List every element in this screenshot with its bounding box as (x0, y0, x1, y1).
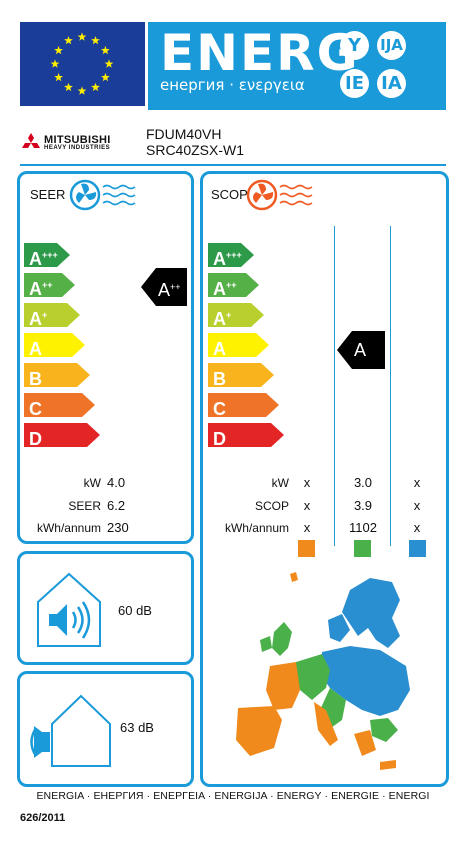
outdoor-sound-house-icon (26, 690, 116, 775)
heat-scop-warm: x (413, 498, 421, 513)
cooling-fan-icon (69, 178, 139, 217)
scale-plus: +++ (226, 250, 242, 260)
cool-label-kw: kW (83, 476, 101, 490)
indoor-model: FDUM40VH (146, 126, 222, 142)
eu-star-icon (104, 59, 114, 68)
heat-kw-average: 3.0 (353, 475, 373, 490)
divider (20, 164, 446, 166)
eu-star-icon (91, 36, 100, 45)
heating-scale-arrow: A (208, 333, 269, 357)
heating-scale-arrow: B (208, 363, 274, 387)
heating-scale-arrow: D (208, 423, 284, 447)
heating-scale-arrow: A+ (208, 303, 264, 327)
scale-letter: A (29, 309, 42, 329)
scale-letter: D (29, 429, 42, 449)
eu-star-icon (64, 82, 73, 92)
cooling-scale-arrow: A+ (24, 303, 80, 327)
cool-value-kwh: 230 (107, 520, 129, 535)
indoor-sound-panel (17, 551, 194, 665)
scale-letter: A (213, 339, 226, 359)
brand-name: MITSUBISHI (44, 134, 111, 146)
scale-letter: A (29, 339, 42, 359)
zone-average-swatch (354, 540, 371, 557)
zone-cold-swatch (298, 540, 315, 557)
europe-climate-map (230, 570, 420, 785)
column-divider-2 (390, 226, 391, 546)
scale-letter: A (213, 279, 226, 299)
energy-subtitle: енергия · ενεργεια (160, 76, 305, 94)
scale-letter: D (213, 429, 226, 449)
seer-title: SEER (30, 187, 66, 202)
outdoor-model: SRC40ZSX-W1 (146, 142, 245, 158)
heat-kw-cold: x (303, 475, 311, 490)
cooling-class-sup: ++ (170, 282, 181, 292)
heating-class-letter: A (354, 340, 367, 360)
eu-flag (20, 22, 145, 106)
mitsubishi-logo-icon (20, 133, 42, 158)
cooling-scale-arrow: D (24, 423, 100, 447)
heat-scop-average: 3.9 (353, 498, 373, 513)
lang-code-4: IA (377, 69, 406, 98)
cool-value-kw: 4.0 (107, 475, 126, 490)
heat-kw-warm: x (413, 475, 421, 490)
scale-plus: + (226, 310, 232, 320)
eu-star-icon (54, 45, 63, 55)
scale-plus: + (42, 310, 48, 320)
scale-letter: A (29, 279, 42, 299)
lang-code-1: Y (340, 31, 369, 60)
eu-star-icon (50, 59, 60, 68)
heat-scop-cold: x (303, 498, 311, 513)
scale-letter: C (213, 399, 226, 419)
scale-plus: ++ (42, 280, 53, 290)
outdoor-sound-panel (17, 671, 194, 787)
heat-label-scop: SCOP (254, 499, 289, 513)
outdoor-sound-value: 63 dB (120, 720, 154, 735)
heating-panel (200, 171, 449, 787)
indoor-sound-house-icon (33, 570, 105, 655)
brand-sub: HEAVY INDUSTRIES (44, 145, 111, 151)
heating-fan-icon (246, 178, 316, 217)
heat-label-kw: kW (271, 476, 289, 490)
eu-stars-icon (50, 32, 114, 95)
scale-letter: C (29, 399, 42, 419)
eu-star-icon (91, 82, 100, 92)
scale-letter: A (213, 309, 226, 329)
heating-scale-arrow: C (208, 393, 279, 417)
scale-letter: B (213, 369, 226, 389)
column-divider-1 (334, 226, 335, 546)
heat-kwh-average: 1102 (349, 520, 377, 535)
indoor-sound-value: 60 dB (118, 603, 152, 618)
cooling-panel (17, 171, 194, 544)
cool-label-seer: SEER (68, 499, 101, 513)
cooling-class-letter: A (158, 280, 171, 300)
cool-label-kwh: kWh/annum (36, 521, 101, 535)
regulation-number: 626/2011 (20, 812, 66, 824)
heat-kwh-warm: x (413, 520, 421, 535)
eu-star-icon (54, 72, 63, 82)
scale-letter: B (29, 369, 42, 389)
scale-letter: A (213, 249, 226, 269)
scale-letter: A (29, 249, 42, 269)
zone-warm-swatch (409, 540, 426, 557)
eu-star-icon (77, 32, 87, 41)
cool-value-seer: 6.2 (107, 498, 126, 513)
lang-code-2: IJA (377, 31, 406, 60)
eu-star-icon (77, 86, 87, 95)
heat-kwh-cold: x (303, 520, 311, 535)
footer-languages: ENERGIA · ЕНЕРГИЯ · ΕΝΕΡΓΕΙΑ · ENERGIJA … (36, 790, 430, 802)
lang-code-3: IE (340, 69, 369, 98)
eu-star-icon (101, 45, 110, 55)
eu-star-icon (101, 72, 110, 82)
scop-title: SCOP (211, 187, 248, 202)
cooling-scale-arrow: C (24, 393, 95, 417)
energy-title: ENERG (160, 24, 360, 82)
heat-label-kwh: kWh/annum (224, 521, 289, 535)
scale-plus: ++ (226, 280, 237, 290)
cooling-scale-arrow: B (24, 363, 90, 387)
eu-star-icon (64, 36, 73, 45)
cooling-scale-arrow: A (24, 333, 85, 357)
scale-plus: +++ (42, 250, 58, 260)
